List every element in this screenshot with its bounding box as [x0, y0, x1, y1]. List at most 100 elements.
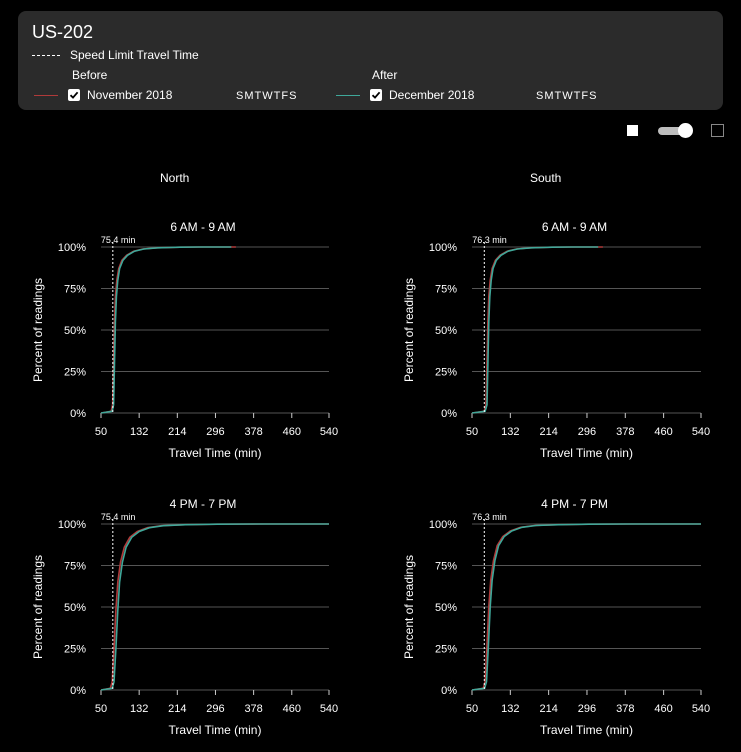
view-toggle-track[interactable] — [658, 127, 692, 135]
before-period-label: November 2018 — [87, 88, 173, 102]
before-day-6[interactable]: S — [289, 90, 298, 102]
chart3-xtick-label: 296 — [206, 703, 224, 715]
after-day-5[interactable]: F — [581, 90, 590, 102]
before-day-5[interactable]: F — [281, 90, 290, 102]
chart2-xtick-label: 214 — [539, 426, 557, 438]
before-day-1[interactable]: M — [244, 90, 255, 102]
chart1-x-axis-label: Travel Time (min) — [169, 446, 262, 460]
chart4-speed-limit-label: 76.3 min — [472, 512, 507, 522]
direction-south-label: South — [530, 171, 562, 185]
chart3-xtick-label: 50 — [95, 703, 107, 715]
chart1-ytick-label: 0% — [70, 408, 86, 420]
chart2-xtick-label: 540 — [692, 426, 710, 438]
after-checkbox[interactable] — [370, 89, 382, 101]
route-title: US-202 — [32, 22, 94, 42]
chart2-xtick-label: 460 — [654, 426, 672, 438]
chart1-ytick-label: 75% — [64, 284, 86, 296]
before-heading: Before — [72, 68, 108, 82]
chart3-speed-limit-label: 75.4 min — [101, 512, 136, 522]
chart4-xtick-label: 460 — [654, 703, 672, 715]
before-period-row: November 2018 — [34, 88, 172, 102]
after-period-label: December 2018 — [389, 88, 475, 102]
view-toggle-knob[interactable] — [678, 123, 693, 138]
chart3-ytick-label: 25% — [64, 644, 86, 656]
chart2-xtick-label: 132 — [501, 426, 519, 438]
direction-north-label: North — [160, 171, 190, 185]
before-day-filter: SMTWTFS — [236, 90, 297, 102]
after-day-0[interactable]: S — [536, 90, 545, 102]
chart4-x-axis-label: Travel Time (min) — [540, 723, 633, 737]
chart1-ytick-label: 50% — [64, 325, 86, 337]
chart4-xtick-label: 296 — [578, 703, 596, 715]
chart4-ytick-label: 75% — [435, 561, 457, 573]
chart4-title: 4 PM - 7 PM — [541, 497, 608, 511]
after-day-6[interactable]: S — [589, 90, 598, 102]
chart2-ytick-label: 75% — [435, 284, 457, 296]
single-view-square-icon[interactable] — [711, 124, 724, 137]
speed-limit-label: Speed Limit Travel Time — [70, 48, 199, 62]
chart4-ytick-label: 25% — [435, 644, 457, 656]
before-day-2[interactable]: T — [254, 90, 263, 102]
chart4-xtick-label: 132 — [501, 703, 519, 715]
after-day-filter: SMTWTFS — [536, 90, 597, 102]
chart4-xtick-label: 540 — [692, 703, 710, 715]
speed-limit-swatch — [32, 54, 60, 56]
chart1-xtick-label: 296 — [206, 426, 224, 438]
after-period-row: December 2018 — [336, 88, 474, 102]
chart3-x-axis-label: Travel Time (min) — [169, 723, 262, 737]
check-icon — [371, 91, 381, 99]
chart4-y-axis-label: Percent of readings — [402, 555, 416, 659]
after-day-4[interactable]: T — [573, 90, 582, 102]
chart2-x-axis-label: Travel Time (min) — [540, 446, 633, 460]
before-day-3[interactable]: W — [262, 90, 274, 102]
chart4-series-after — [471, 523, 701, 691]
after-line-swatch — [336, 94, 360, 96]
chart3-xtick-label: 132 — [130, 703, 148, 715]
chart4-xtick-label: 214 — [539, 703, 557, 715]
chart3-ytick-label: 75% — [64, 561, 86, 573]
chart2-ytick-label: 100% — [429, 242, 457, 254]
chart4-xtick-label: 378 — [616, 703, 634, 715]
chart1-xtick-label: 540 — [320, 426, 338, 438]
after-day-2[interactable]: T — [554, 90, 563, 102]
before-day-0[interactable]: S — [236, 90, 245, 102]
chart1-ytick-label: 25% — [64, 367, 86, 379]
check-icon — [69, 91, 79, 99]
after-day-3[interactable]: W — [562, 90, 574, 102]
chart3-y-axis-label: Percent of readings — [31, 555, 45, 659]
chart3-series-after — [100, 523, 329, 691]
chart1-xtick-label: 50 — [95, 426, 107, 438]
chart2-series-after — [471, 246, 599, 414]
chart3-xtick-label: 214 — [168, 703, 186, 715]
chart2-xtick-label: 50 — [466, 426, 478, 438]
chart3-ytick-label: 0% — [70, 685, 86, 697]
chart1-xtick-label: 132 — [130, 426, 148, 438]
chart1-ytick-label: 100% — [58, 242, 86, 254]
chart2-y-axis-label: Percent of readings — [402, 278, 416, 382]
chart1-xtick-label: 214 — [168, 426, 186, 438]
before-line-swatch — [34, 94, 58, 96]
speed-limit-legend: Speed Limit Travel Time — [32, 48, 199, 62]
chart4-ytick-label: 100% — [429, 519, 457, 531]
chart3-xtick-label: 378 — [244, 703, 262, 715]
after-heading: After — [372, 68, 398, 82]
chart1-xtick-label: 378 — [244, 426, 262, 438]
chart3-ytick-label: 100% — [58, 519, 86, 531]
chart2-xtick-label: 296 — [578, 426, 596, 438]
chart2-ytick-label: 25% — [435, 367, 457, 379]
chart3-title: 4 PM - 7 PM — [170, 497, 237, 511]
chart3-ytick-label: 50% — [64, 602, 86, 614]
chart2-speed-limit-label: 76.3 min — [472, 235, 507, 245]
chart2-ytick-label: 50% — [435, 325, 457, 337]
before-day-4[interactable]: T — [273, 90, 282, 102]
after-day-1[interactable]: M — [544, 90, 555, 102]
chart1-speed-limit-label: 75.4 min — [101, 235, 136, 245]
chart4-xtick-label: 50 — [466, 703, 478, 715]
chart1-y-axis-label: Percent of readings — [31, 278, 45, 382]
chart1-series-after — [100, 246, 232, 414]
chart1-title: 6 AM - 9 AM — [170, 220, 235, 234]
chart1-xtick-label: 460 — [283, 426, 301, 438]
before-checkbox[interactable] — [68, 89, 80, 101]
grid-view-square-icon[interactable] — [627, 125, 638, 136]
